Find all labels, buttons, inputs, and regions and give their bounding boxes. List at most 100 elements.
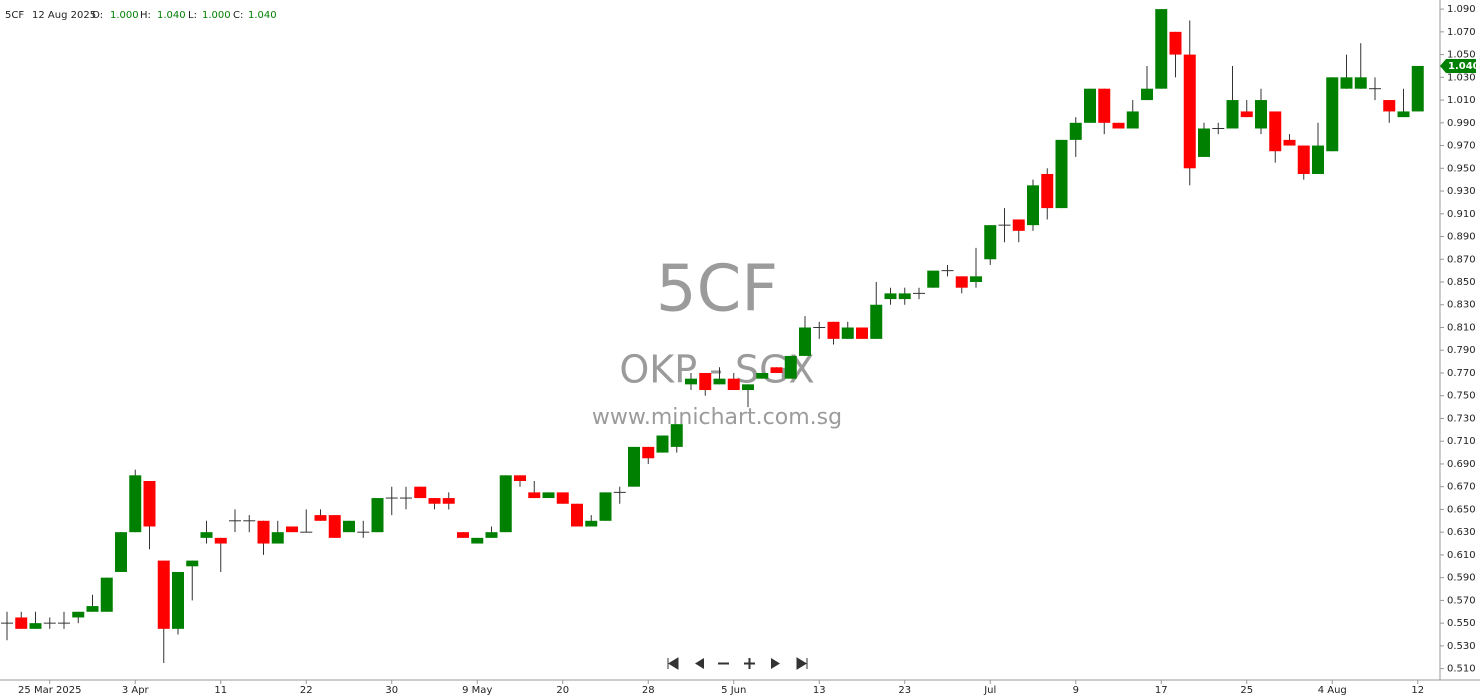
nav-first[interactable] bbox=[667, 657, 679, 670]
y-tick-label: 1.030 bbox=[1447, 72, 1476, 83]
candle-body bbox=[927, 270, 940, 288]
candle-body bbox=[72, 611, 85, 618]
x-tick-label: 4 Aug bbox=[1318, 685, 1347, 696]
candle-body bbox=[86, 606, 99, 612]
candle-body bbox=[585, 520, 598, 527]
candle-body bbox=[1340, 77, 1353, 89]
y-tick-label: 0.970 bbox=[1447, 141, 1476, 152]
candle-body bbox=[271, 532, 284, 544]
candle-body bbox=[1226, 100, 1239, 129]
nav-last[interactable] bbox=[796, 657, 808, 670]
y-tick-label: 0.670 bbox=[1447, 482, 1476, 493]
nav-next[interactable] bbox=[771, 658, 780, 669]
candle-body bbox=[1027, 185, 1039, 226]
candle-body bbox=[1255, 100, 1267, 129]
candle-body bbox=[898, 293, 911, 300]
candle-body bbox=[1055, 139, 1068, 209]
candle-body bbox=[1283, 139, 1296, 146]
x-tick-label: 28 bbox=[642, 685, 655, 696]
candle-body bbox=[1183, 54, 1196, 169]
candle-body bbox=[1112, 122, 1125, 129]
y-tick-label: 0.510 bbox=[1447, 664, 1476, 675]
candle-body bbox=[642, 446, 655, 459]
candle-body bbox=[827, 321, 840, 339]
candle-body bbox=[457, 532, 469, 538]
candle-body bbox=[371, 498, 384, 533]
candle-body bbox=[157, 560, 170, 629]
candle-body bbox=[742, 384, 754, 391]
candle-body bbox=[756, 372, 769, 379]
candle-body bbox=[656, 435, 669, 453]
candle-body bbox=[428, 498, 441, 504]
candle-body bbox=[628, 446, 640, 487]
x-tick-label: 3 Apr bbox=[122, 685, 150, 696]
y-tick-label: 0.810 bbox=[1447, 322, 1476, 333]
navigation bbox=[667, 657, 808, 670]
candle-body bbox=[1312, 145, 1324, 174]
x-tick-label: 9 bbox=[1073, 685, 1079, 696]
y-tick-label: 0.650 bbox=[1447, 504, 1476, 515]
x-tick-label: 20 bbox=[556, 685, 569, 696]
candle-body bbox=[286, 526, 298, 533]
candle-body bbox=[485, 532, 498, 538]
y-tick-label: 0.590 bbox=[1447, 573, 1476, 584]
nav-prev[interactable] bbox=[695, 658, 704, 669]
candle-body bbox=[1326, 77, 1339, 152]
candle-body bbox=[1155, 9, 1168, 89]
candle-body bbox=[528, 492, 541, 499]
candle-body bbox=[257, 520, 270, 544]
y-tick-label: 0.530 bbox=[1447, 641, 1476, 652]
candle-body bbox=[556, 492, 569, 504]
y-tick-label: 0.870 bbox=[1447, 254, 1476, 265]
y-tick-label: 0.830 bbox=[1447, 300, 1476, 311]
y-tick-label: 1.050 bbox=[1447, 50, 1476, 61]
x-tick-label: 5 Jun bbox=[721, 685, 746, 696]
nav-zoom-in[interactable] bbox=[744, 658, 755, 669]
candle-body bbox=[186, 560, 199, 567]
y-tick-label: 0.750 bbox=[1447, 391, 1476, 402]
candle-body bbox=[841, 327, 854, 339]
candle-body bbox=[727, 378, 740, 391]
candle-body bbox=[1240, 111, 1253, 118]
candle-body bbox=[713, 378, 726, 385]
candle-body bbox=[1069, 122, 1082, 140]
candle-body bbox=[1012, 219, 1025, 231]
candle-body bbox=[784, 355, 797, 379]
x-tick-label: 23 bbox=[898, 685, 911, 696]
candle-body bbox=[143, 481, 156, 527]
candle-body bbox=[870, 304, 883, 339]
candle-body bbox=[1141, 88, 1153, 101]
symbol: 5CF bbox=[5, 10, 24, 21]
candle-body bbox=[670, 424, 683, 447]
y-tick-label: 0.890 bbox=[1447, 232, 1476, 243]
watermark-code: 5CF bbox=[656, 253, 778, 327]
candle-body bbox=[1169, 31, 1182, 55]
y-tick-label: 0.930 bbox=[1447, 186, 1476, 197]
candle-body bbox=[542, 492, 555, 499]
y-tick-label: 0.910 bbox=[1447, 209, 1476, 220]
y-tick-label: 0.690 bbox=[1447, 459, 1476, 470]
y-tick-label: 0.950 bbox=[1447, 163, 1476, 174]
close-label: C: bbox=[233, 10, 243, 21]
high-value: 1.040 bbox=[157, 10, 186, 21]
y-tick-label: 0.770 bbox=[1447, 368, 1476, 379]
y-tick-label: 0.710 bbox=[1447, 436, 1476, 447]
y-tick-label: 0.990 bbox=[1447, 118, 1476, 129]
y-tick-label: 0.570 bbox=[1447, 595, 1476, 606]
candle-body bbox=[1098, 88, 1111, 123]
low-label: L: bbox=[188, 10, 197, 21]
candle-body bbox=[970, 276, 982, 283]
open-label: O: bbox=[92, 10, 103, 21]
candle-body bbox=[15, 617, 28, 629]
y-tick-label: 1.090 bbox=[1447, 4, 1476, 15]
candle-body bbox=[1411, 65, 1424, 112]
candle-body bbox=[471, 537, 484, 544]
candle-body bbox=[1354, 77, 1367, 89]
candle-body bbox=[100, 577, 113, 612]
y-tick-label: 1.010 bbox=[1447, 95, 1476, 106]
y-tick-label: 0.790 bbox=[1447, 345, 1476, 356]
candle-body bbox=[1297, 145, 1310, 174]
price-tag-label: 1.040 bbox=[1448, 61, 1480, 72]
date: 12 Aug 2025 bbox=[32, 10, 96, 21]
